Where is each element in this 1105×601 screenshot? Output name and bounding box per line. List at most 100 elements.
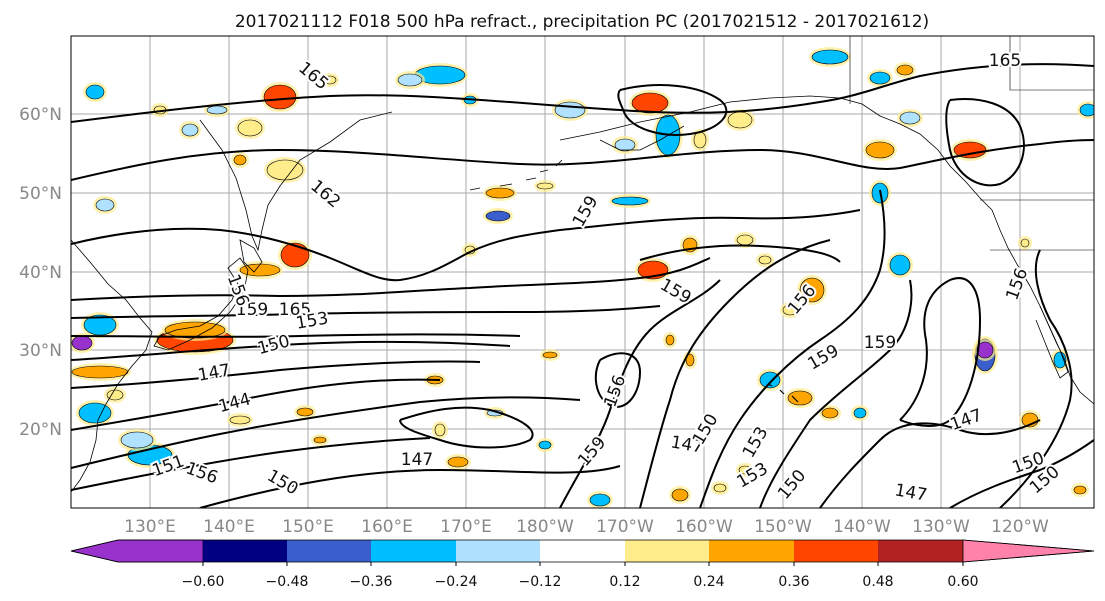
colorbar-bin <box>709 540 794 562</box>
contour-label: 159 <box>864 333 896 353</box>
anomaly-blob <box>71 365 129 379</box>
anomaly-blob <box>821 407 839 419</box>
precipitation-anomaly-shading <box>71 47 1094 508</box>
anomaly-blob <box>78 402 112 424</box>
colorbar-tick-label: −0.24 <box>435 574 478 590</box>
colorbar-bin <box>456 540 540 562</box>
colorbar-tick-label: −0.36 <box>350 574 393 590</box>
anomaly-blob <box>71 335 93 351</box>
anomaly-blob <box>811 49 849 65</box>
colorbar-outline <box>70 539 1095 563</box>
anomaly-blob <box>538 440 552 450</box>
lat-tick-label: 60°N <box>19 105 62 125</box>
anomaly-blob <box>787 390 813 406</box>
anomaly-blob <box>164 321 226 339</box>
lat-tick-label: 50°N <box>19 184 62 204</box>
anomaly-blob <box>323 75 337 85</box>
lat-tick-label: 20°N <box>19 420 62 440</box>
contour-label: 147 <box>401 450 433 470</box>
anomaly-blob <box>799 277 825 303</box>
anomaly-blob <box>485 210 511 222</box>
anomaly-blob <box>853 407 867 419</box>
colorbar-extend-low <box>70 539 204 563</box>
figure-title: 2017021112 F018 500 hPa refract., precip… <box>235 12 929 32</box>
anomaly-blob <box>397 73 423 87</box>
anomaly-blob <box>313 436 327 444</box>
colorbar-bin <box>794 540 878 562</box>
anomaly-blob <box>976 341 994 359</box>
anomaly-blob <box>782 304 798 316</box>
anomaly-blob <box>263 84 297 110</box>
anomaly-blob <box>233 154 247 166</box>
axis-tick-labels: 60°N 50°N 40°N 30°N 20°N 130°E 140°E 150°E 160°E… <box>19 105 1049 537</box>
anomaly-blob <box>106 389 124 401</box>
lon-tick-label: 140°E <box>203 517 255 537</box>
contour-label: 165 <box>989 51 1021 71</box>
anomaly-blob <box>869 71 891 85</box>
anomaly-blob <box>554 101 586 119</box>
anomaly-blob <box>447 456 469 468</box>
lon-tick-label: 140°W <box>833 517 891 537</box>
anomaly-blob <box>896 64 914 76</box>
lon-tick-label: 170°W <box>596 517 654 537</box>
colorbar-bin <box>878 540 963 562</box>
anomaly-blob <box>899 111 921 125</box>
lon-tick-label: 180°W <box>516 517 574 537</box>
anomaly-blob <box>693 131 707 149</box>
map-frame <box>70 35 1095 509</box>
anomaly-blob <box>434 423 446 437</box>
colorbar: −0.60 −0.48 −0.36 −0.24 −0.12 0.12 0.24 0.36 0.4… <box>70 539 1095 590</box>
anomaly-blob <box>120 431 154 449</box>
anomaly-blob <box>889 254 911 276</box>
anomaly-blob <box>536 182 554 190</box>
lon-tick-label: 130°W <box>912 517 970 537</box>
colorbar-bin <box>287 540 371 562</box>
colorbar-bin <box>371 540 456 562</box>
anomaly-blob <box>759 371 781 389</box>
anomaly-blob <box>206 105 228 115</box>
anomaly-blob <box>181 123 199 137</box>
anomaly-blob <box>665 334 675 346</box>
anomaly-blob <box>1073 485 1087 495</box>
anomaly-blob <box>738 465 752 475</box>
anomaly-blob <box>727 111 753 129</box>
anomaly-blob <box>589 493 611 507</box>
anomaly-blob <box>83 314 117 336</box>
anomaly-blob <box>953 141 987 159</box>
anomaly-blob <box>671 488 689 502</box>
lon-tick-label: 160°E <box>361 517 413 537</box>
lat-tick-label: 40°N <box>19 263 62 283</box>
lon-tick-label: 160°W <box>675 517 733 537</box>
colorbar-bin <box>625 540 709 562</box>
anomaly-blob <box>1079 103 1094 117</box>
colorbar-extend-high <box>962 539 1095 563</box>
anomaly-blob <box>542 351 558 359</box>
anomaly-blob <box>239 263 281 277</box>
anomaly-blob <box>614 138 636 152</box>
colorbar-tick-label: 0.36 <box>778 574 809 590</box>
colorbar-tick-label: 0.24 <box>693 574 724 590</box>
anomaly-blob <box>611 196 649 206</box>
colorbar-tick-label: −0.12 <box>519 574 562 590</box>
anomaly-blob <box>485 187 515 199</box>
colorbar-tick-label: −0.48 <box>266 574 309 590</box>
anomaly-blob <box>296 407 314 417</box>
contour-label: 165 <box>279 300 311 320</box>
anomaly-blob <box>1053 351 1067 369</box>
anomaly-blob <box>736 234 754 246</box>
anomaly-blob <box>280 242 310 268</box>
colorbar-tick-label: 0.12 <box>609 574 640 590</box>
anomaly-blob <box>685 353 695 367</box>
contour-label: 159 <box>236 300 268 320</box>
coastlines <box>71 36 1094 493</box>
anomaly-blob <box>713 483 727 493</box>
anomaly-blob <box>1020 238 1030 248</box>
lon-tick-label: 130°E <box>124 517 176 537</box>
anomaly-blob <box>85 84 105 100</box>
anomaly-blob <box>865 141 895 159</box>
colorbar-bin <box>540 540 625 562</box>
colorbar-bin <box>203 540 287 562</box>
colorbar-tick-label: 0.60 <box>947 574 978 590</box>
anomaly-blob <box>631 92 669 114</box>
